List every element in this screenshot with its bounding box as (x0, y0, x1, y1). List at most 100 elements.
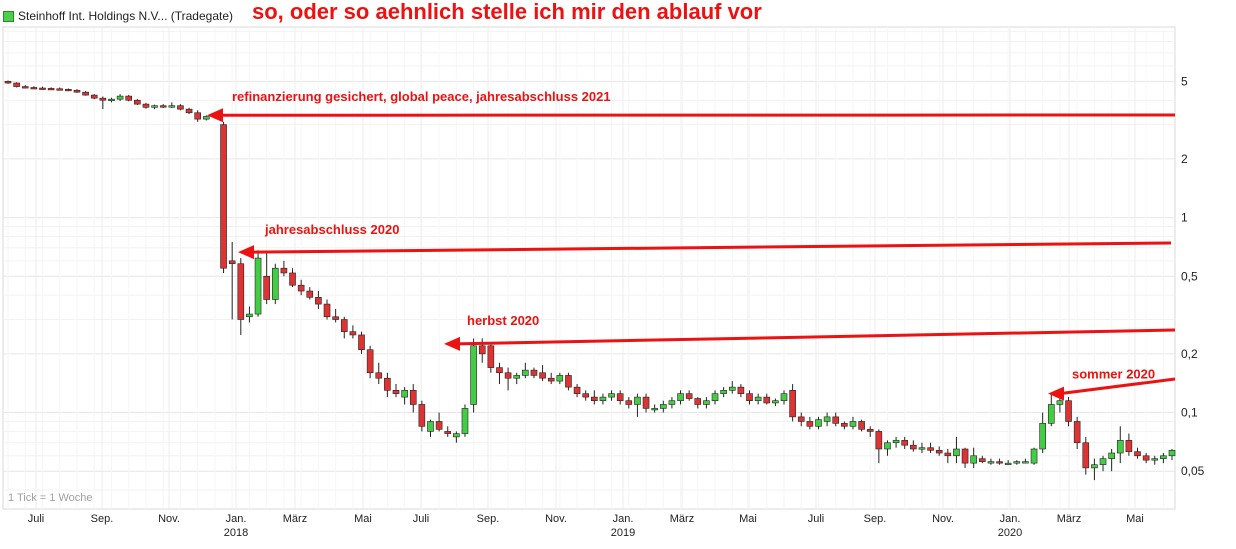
candle-body (1039, 423, 1046, 450)
candle-body (228, 260, 236, 265)
candle-body (384, 377, 391, 391)
candle (340, 316, 348, 339)
candle (401, 387, 408, 405)
candle-body (1030, 448, 1038, 464)
annotation-label: herbst 2020 (467, 313, 539, 328)
candle-body (987, 461, 995, 464)
candle-body (1056, 400, 1064, 405)
plot-area (2, 26, 1176, 510)
candle-body (849, 421, 857, 427)
candle (591, 390, 598, 405)
candle (82, 91, 89, 96)
candle (754, 393, 762, 405)
candle (772, 398, 779, 407)
annotation: refinanzierung gesichert, global peace, … (207, 89, 1176, 123)
candle-body (608, 393, 615, 398)
candle-body (1116, 440, 1124, 454)
candle-body (703, 400, 710, 405)
y-tick-label: 5 (1181, 74, 1188, 88)
candle (522, 362, 529, 379)
y-tick-label: 2 (1181, 152, 1188, 166)
candle (125, 94, 133, 102)
candle (996, 458, 1003, 465)
candle (668, 397, 676, 409)
candle-body (547, 377, 555, 382)
candle-body (177, 105, 184, 110)
candle (616, 390, 624, 405)
candle (1022, 458, 1029, 464)
candle (1125, 433, 1133, 456)
candle (315, 291, 322, 309)
candle (720, 387, 727, 398)
candle (99, 96, 107, 110)
x-tick-label: Sep. (91, 513, 114, 525)
candle-body (271, 267, 279, 300)
candle-body (159, 105, 167, 108)
candle-body (927, 447, 934, 451)
candle (901, 436, 909, 450)
candle-body (858, 421, 865, 430)
candle-body (591, 396, 598, 402)
candle (65, 88, 72, 92)
x-tick-label: März (283, 513, 307, 525)
candle (134, 98, 141, 106)
candle-body (1160, 455, 1167, 459)
x-year-label: 2020 (998, 527, 1022, 539)
candle-body (815, 419, 822, 427)
candle (177, 104, 184, 111)
grid-lines (3, 27, 1175, 509)
candle-body (530, 369, 538, 376)
candle (263, 252, 270, 305)
x-tick-label: Nov. (545, 513, 567, 525)
candle (780, 390, 788, 405)
candle-body (513, 375, 521, 379)
candle-body (323, 303, 331, 318)
candle-body (1065, 400, 1072, 422)
candle-body (1073, 421, 1081, 444)
candle-body (254, 257, 262, 315)
candle (1047, 393, 1055, 427)
x-tick-label: Sep. (477, 513, 500, 525)
candle (349, 325, 357, 339)
candle-body (125, 95, 133, 101)
candle-body (151, 105, 158, 108)
candle (677, 390, 684, 405)
legend-label: Steinhoff Int. Holdings N.V... (Tradegat… (18, 9, 234, 23)
y-tick-label: 0,5 (1181, 269, 1198, 283)
candle-body (737, 386, 745, 394)
candle (625, 397, 633, 409)
candle-body (556, 375, 564, 382)
arrow-head-icon (238, 245, 254, 260)
tick-interval-note: 1 Tick = 1 Woche (8, 492, 93, 504)
candle (220, 121, 227, 273)
candle-body (1004, 462, 1012, 465)
candle-body (401, 390, 408, 398)
candle-body (461, 408, 469, 434)
candle (1030, 447, 1038, 465)
candle-body (746, 393, 753, 402)
candle (763, 393, 771, 405)
candle-body (1013, 461, 1021, 464)
candle-body (280, 267, 288, 274)
candle (116, 94, 124, 102)
candles (4, 80, 1176, 481)
candle-body (1022, 461, 1029, 464)
candle (728, 381, 736, 394)
x-tick-label: Mai (354, 513, 372, 525)
candle-body (1125, 440, 1133, 452)
candle (323, 299, 331, 320)
candle (246, 306, 253, 323)
candle (392, 384, 400, 398)
candle (375, 362, 383, 385)
candle (384, 372, 391, 398)
candle-body (358, 334, 365, 351)
candle (815, 416, 822, 430)
candle (47, 87, 55, 91)
candle-body (47, 88, 55, 91)
annotation: sommer 2020 (1048, 367, 1176, 401)
candle-body (297, 284, 305, 292)
candle-body (1047, 404, 1055, 424)
candle-body (573, 386, 581, 394)
x-tick-label: Juli (808, 513, 825, 525)
